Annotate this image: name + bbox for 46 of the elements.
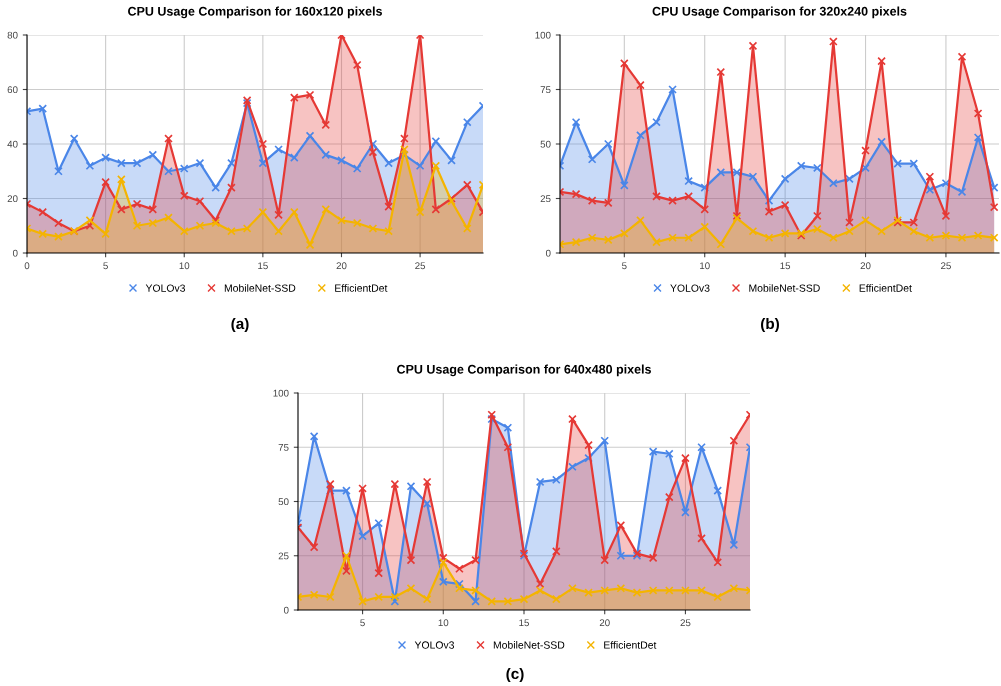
x-tick-label: 0	[24, 262, 30, 270]
legend-label: YOLOv3	[670, 284, 710, 292]
x-tick-label: 10	[179, 262, 190, 270]
y-tick-label: 60	[7, 86, 18, 94]
x-tick-label: 25	[680, 619, 691, 627]
legend-label: MobileNet-SSD	[749, 284, 820, 292]
text: (a)	[231, 317, 249, 333]
x-tick-label: 15	[780, 262, 791, 270]
legend-label: YOLOv3	[145, 284, 185, 292]
chart-title: CPU Usage Comparison for 640x480 pixels	[397, 364, 651, 377]
legend-label: MobileNet-SSD	[493, 641, 565, 649]
y-tick-label: 20	[7, 195, 18, 203]
x-tick-label: 20	[336, 262, 347, 270]
chart-title: CPU Usage Comparison for 320x240 pixels	[652, 6, 907, 19]
y-tick-label: 100	[535, 31, 551, 39]
x-tick-label: 10	[438, 619, 449, 627]
text: (c)	[506, 667, 524, 683]
chart-title: CPU Usage Comparison for 160x120 pixels	[128, 6, 382, 19]
x-tick-label: 20	[599, 619, 610, 627]
text: (b)	[761, 317, 779, 333]
y-tick-label: 75	[540, 86, 551, 94]
x-tick-label: 5	[622, 262, 627, 270]
x-tick-label: 25	[415, 262, 426, 270]
legend-label: EfficientDet	[859, 284, 912, 292]
legend-label: EfficientDet	[335, 284, 388, 292]
y-tick-label: 50	[540, 140, 551, 148]
legend-label: MobileNet-SSD	[224, 284, 296, 292]
y-tick-label: 100	[273, 389, 289, 397]
x-tick-label: 5	[103, 262, 108, 270]
y-tick-label: 25	[278, 552, 289, 560]
x-tick-label: 5	[360, 619, 365, 627]
y-tick-label: 50	[278, 498, 289, 506]
x-tick-label: 20	[860, 262, 871, 270]
y-tick-label: 0	[12, 249, 18, 257]
legend-label: YOLOv3	[414, 641, 454, 649]
y-tick-label: 75	[278, 444, 289, 451]
x-tick-label: 15	[258, 262, 268, 270]
y-tick-label: 80	[7, 31, 18, 39]
legend-label: EfficientDet	[604, 641, 657, 649]
y-tick-label: 0	[545, 249, 551, 257]
x-tick-label: 15	[519, 619, 529, 627]
x-tick-label: 25	[941, 262, 951, 270]
y-tick-label: 40	[7, 140, 18, 148]
y-tick-label: 25	[540, 195, 551, 203]
x-tick-label: 10	[700, 262, 710, 270]
y-tick-label: 0	[283, 606, 289, 614]
